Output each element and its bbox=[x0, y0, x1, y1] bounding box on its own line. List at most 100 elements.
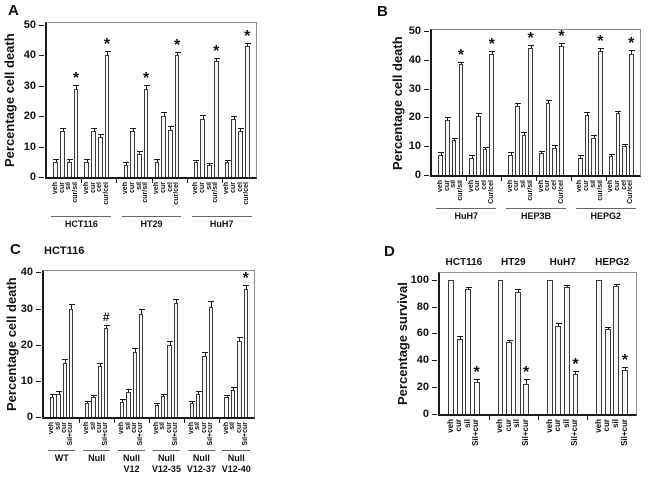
error-bar bbox=[195, 160, 197, 162]
group-label: HCT116 bbox=[64, 219, 98, 229]
error-bar-cap bbox=[132, 348, 139, 350]
group-underline bbox=[117, 450, 146, 451]
y-tick-label: 20 bbox=[408, 111, 421, 124]
error-bar-cap bbox=[224, 394, 231, 396]
error-bar-cap bbox=[97, 363, 104, 365]
error-bar-cap bbox=[195, 391, 202, 393]
error-bar bbox=[202, 116, 204, 120]
y-tick-mark bbox=[36, 417, 41, 418]
x-tick-mark bbox=[501, 177, 503, 181]
error-bar-cap bbox=[572, 371, 579, 373]
error-bar bbox=[491, 51, 493, 55]
bar bbox=[193, 161, 199, 177]
bar bbox=[451, 140, 457, 175]
y-tick-label: 20 bbox=[23, 110, 36, 123]
error-bar-cap bbox=[206, 162, 213, 164]
panel-letter: C bbox=[10, 241, 21, 258]
error-bar bbox=[128, 389, 130, 392]
error-bar-cap bbox=[49, 394, 56, 396]
error-bar bbox=[600, 49, 602, 52]
error-bar bbox=[52, 395, 54, 398]
error-bar bbox=[471, 156, 473, 158]
error-bar bbox=[459, 337, 461, 339]
x-tick-label: cur bbox=[198, 182, 206, 193]
error-bar bbox=[593, 135, 595, 138]
bar bbox=[231, 119, 237, 177]
bar bbox=[69, 308, 74, 417]
error-bar bbox=[99, 364, 101, 367]
bar bbox=[53, 161, 59, 177]
x-tick-mark bbox=[536, 177, 537, 181]
error-bar bbox=[554, 146, 556, 148]
x-tick-mark bbox=[149, 419, 150, 423]
bar bbox=[475, 116, 481, 175]
error-bar bbox=[163, 394, 165, 397]
bar bbox=[546, 279, 553, 414]
significance-mark: * bbox=[473, 364, 480, 382]
error-bar-cap bbox=[84, 159, 91, 161]
group-underline bbox=[152, 450, 181, 451]
error-bar-cap bbox=[474, 379, 481, 381]
error-bar-cap bbox=[523, 379, 530, 381]
bar bbox=[563, 287, 570, 414]
bar bbox=[514, 291, 521, 414]
error-bar bbox=[580, 156, 582, 158]
y-tick-label: 40 bbox=[416, 354, 429, 367]
bar bbox=[243, 288, 248, 417]
error-bar bbox=[93, 128, 95, 132]
x-tick-label: cur/sil bbox=[596, 180, 604, 201]
error-bar-cap bbox=[506, 339, 513, 341]
plot-area: * * * * * * bbox=[45, 22, 257, 179]
error-bar-cap bbox=[528, 45, 535, 47]
bar bbox=[138, 314, 144, 417]
y-tick-mark bbox=[39, 116, 44, 118]
y-tick-label: 0 bbox=[26, 411, 33, 423]
significance-mark: * bbox=[173, 36, 181, 54]
significance-mark: * bbox=[572, 356, 579, 374]
error-bar-cap bbox=[56, 391, 63, 393]
error-bar bbox=[75, 85, 77, 89]
x-tick-label: cur bbox=[443, 180, 451, 191]
x-tick-mark bbox=[79, 419, 81, 423]
y-tick-mark bbox=[36, 272, 41, 274]
significance-mark: * bbox=[244, 27, 251, 45]
error-bar bbox=[156, 404, 158, 406]
y-tick-label: 100 bbox=[410, 273, 429, 286]
error-bar-cap bbox=[193, 159, 200, 161]
y-axis-label: Percentage cell death bbox=[4, 277, 19, 412]
error-bar-cap bbox=[173, 298, 180, 300]
x-tick-label: Sil+cur bbox=[102, 422, 110, 446]
error-bar-cap bbox=[243, 284, 250, 286]
x-tick-label: cel bbox=[550, 180, 558, 190]
error-bar bbox=[240, 129, 242, 132]
error-bar bbox=[454, 138, 456, 141]
y-tick-mark bbox=[432, 360, 437, 362]
error-bar-cap bbox=[482, 146, 489, 148]
y-tick-mark bbox=[424, 117, 429, 119]
bar bbox=[91, 397, 96, 417]
bar bbox=[238, 131, 243, 177]
error-bar bbox=[198, 392, 200, 394]
error-bar-cap bbox=[552, 145, 559, 147]
panel-letter: D bbox=[384, 243, 395, 260]
x-tick-label: cur bbox=[513, 180, 521, 191]
x-tick-label: veh bbox=[187, 422, 195, 435]
x-tick-label: Sil+cur bbox=[67, 422, 75, 446]
significance-mark: * bbox=[242, 269, 249, 287]
y-tick-mark bbox=[432, 387, 437, 389]
x-tick-mark bbox=[587, 416, 589, 420]
group-underline bbox=[222, 450, 250, 451]
error-bar-cap bbox=[161, 112, 168, 114]
error-bar bbox=[517, 290, 519, 292]
bar bbox=[230, 389, 236, 417]
error-bar bbox=[106, 325, 108, 329]
x-tick-label: cur bbox=[229, 182, 237, 193]
x-tick-mark bbox=[218, 419, 220, 423]
error-bar-cap bbox=[224, 159, 231, 161]
y-tick-label: 10 bbox=[20, 374, 33, 387]
x-tick-label: Sil+cur bbox=[207, 422, 214, 446]
error-bar bbox=[548, 101, 550, 104]
y-tick-label: 30 bbox=[408, 82, 421, 95]
bar bbox=[621, 370, 628, 414]
